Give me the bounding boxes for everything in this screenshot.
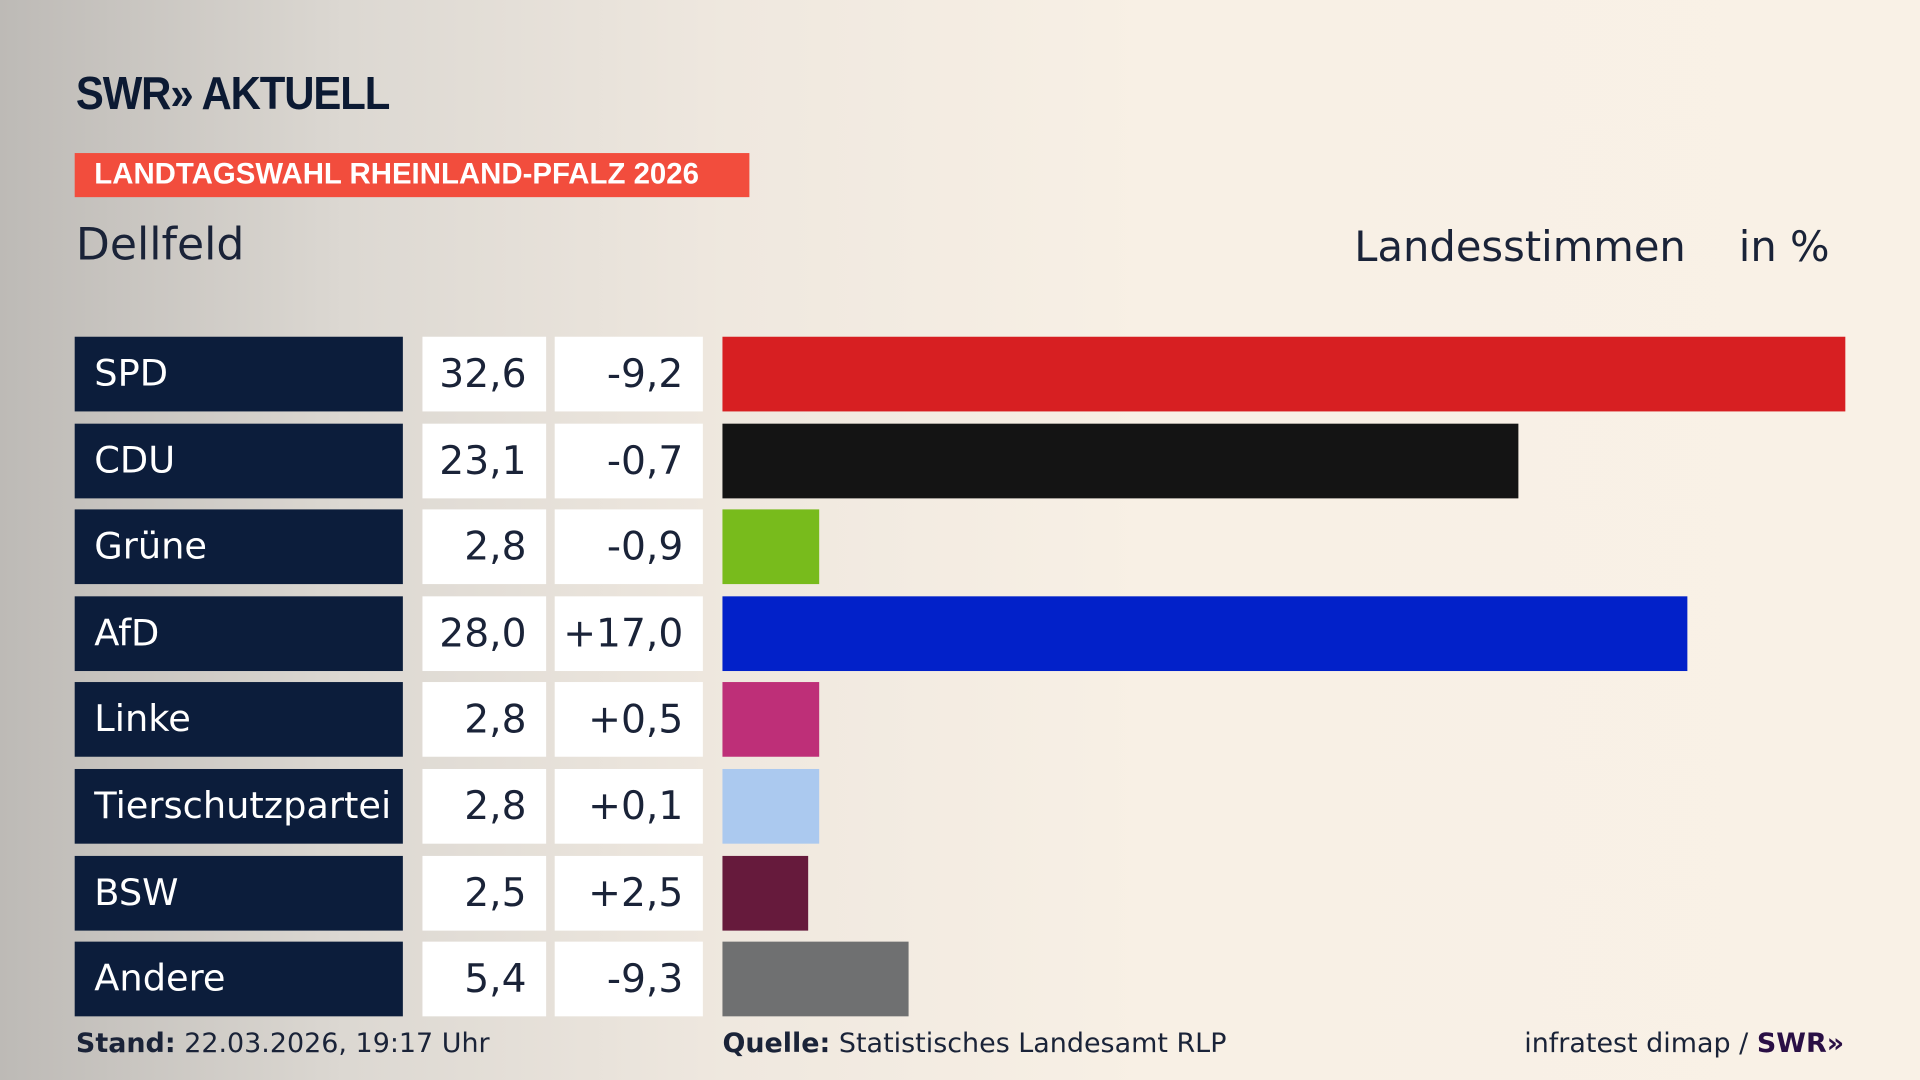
metric-label: Landesstimmen: [1354, 222, 1686, 272]
source-label: Quelle:: [722, 1028, 831, 1060]
party-diff: -9,2: [554, 336, 703, 412]
party-name: BSW: [74, 855, 403, 931]
party-value: 2,8: [422, 682, 547, 758]
party-bar: [722, 509, 819, 585]
party-diff: +2,5: [554, 855, 703, 931]
party-value: 2,5: [422, 855, 547, 931]
unit-label: in %: [1738, 222, 1830, 272]
party-bar: [722, 855, 809, 931]
party-bar: [722, 768, 819, 844]
credit-text: infratest dimap /: [1524, 1028, 1749, 1060]
source-value: Statistisches Landesamt RLP: [838, 1028, 1227, 1060]
party-diff: -0,7: [554, 423, 703, 498]
party-value: 2,8: [422, 768, 547, 844]
party-bar: [722, 596, 1687, 671]
party-value: 5,4: [422, 941, 547, 1017]
party-name: CDU: [74, 423, 403, 498]
party-diff: -9,3: [554, 941, 703, 1017]
party-value: 2,8: [422, 509, 547, 585]
credit-info: infratest dimap / SWR»: [1524, 1029, 1844, 1060]
party-value: 28,0: [422, 596, 547, 671]
party-bar: [722, 336, 1846, 412]
party-name: Grüne: [74, 509, 403, 585]
party-bar: [722, 682, 819, 758]
party-name: AfD: [74, 596, 403, 671]
swr-aktuell-logo: SWR» AKTUELL: [75, 68, 390, 121]
party-value: 23,1: [422, 423, 547, 498]
party-bar: [722, 941, 909, 1017]
party-diff: +0,1: [554, 768, 703, 844]
party-name: Tierschutzpartei: [74, 768, 403, 844]
swr-logo-small: SWR»: [1756, 1028, 1845, 1060]
place-title: Dellfeld: [75, 220, 245, 271]
stand-info: Stand: 22.03.2026, 19:17 Uhr: [76, 1029, 490, 1060]
party-diff: -0,9: [554, 509, 703, 585]
party-diff: +0,5: [554, 682, 703, 758]
party-bar: [722, 423, 1519, 498]
party-name: Linke: [74, 682, 403, 758]
party-diff: +17,0: [554, 596, 703, 671]
election-kicker: LANDTAGSWAHL RHEINLAND-PFALZ 2026: [74, 153, 750, 198]
party-name: SPD: [74, 336, 403, 412]
stand-value: 22.03.2026, 19:17 Uhr: [184, 1028, 490, 1060]
stand-label: Stand:: [75, 1028, 176, 1060]
party-name: Andere: [74, 941, 403, 1017]
source-info: Quelle: Statistisches Landesamt RLP: [722, 1029, 1226, 1060]
party-value: 32,6: [422, 336, 547, 412]
